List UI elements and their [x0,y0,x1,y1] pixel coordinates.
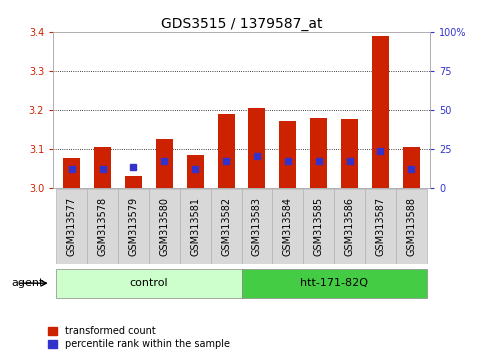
Text: control: control [129,278,168,288]
FancyBboxPatch shape [56,189,87,264]
FancyBboxPatch shape [242,189,272,264]
Bar [279,121,296,188]
Bar [217,114,235,188]
FancyBboxPatch shape [396,189,427,264]
FancyBboxPatch shape [334,189,365,264]
Bar [63,159,80,188]
Bar [156,139,173,188]
Text: htt-171-82Q: htt-171-82Q [300,278,368,288]
Text: GSM313585: GSM313585 [313,197,324,256]
Legend: transformed count, percentile rank within the sample: transformed count, percentile rank withi… [48,326,230,349]
FancyBboxPatch shape [303,189,334,264]
Bar [341,120,358,188]
Text: GSM313580: GSM313580 [159,197,170,256]
Bar [94,147,111,188]
Text: GSM313578: GSM313578 [98,197,108,256]
Text: GSM313579: GSM313579 [128,197,139,256]
Bar [403,147,420,188]
Text: GSM313588: GSM313588 [406,197,416,256]
FancyBboxPatch shape [180,189,211,264]
FancyBboxPatch shape [149,189,180,264]
Title: GDS3515 / 1379587_at: GDS3515 / 1379587_at [161,17,322,31]
Text: GSM313582: GSM313582 [221,197,231,256]
Text: GSM313586: GSM313586 [344,197,355,256]
Bar [248,108,266,188]
Text: GSM313583: GSM313583 [252,197,262,256]
Bar [187,155,204,188]
Bar [310,118,327,188]
FancyBboxPatch shape [56,269,242,297]
Text: GSM313584: GSM313584 [283,197,293,256]
FancyBboxPatch shape [211,189,242,264]
Text: GSM313577: GSM313577 [67,197,77,256]
FancyBboxPatch shape [87,189,118,264]
Text: agent: agent [11,278,43,288]
FancyBboxPatch shape [272,189,303,264]
Bar [372,36,389,188]
FancyBboxPatch shape [365,189,396,264]
FancyBboxPatch shape [118,189,149,264]
Text: GSM313581: GSM313581 [190,197,200,256]
Bar [125,176,142,188]
FancyBboxPatch shape [242,269,427,297]
Text: GSM313587: GSM313587 [375,197,385,256]
